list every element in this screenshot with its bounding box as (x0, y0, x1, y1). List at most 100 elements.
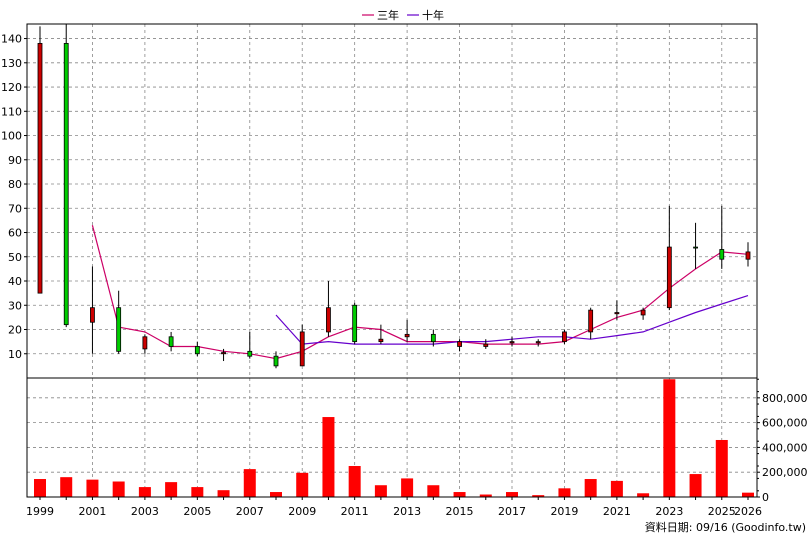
candle-body (404, 333, 410, 338)
volume-panel-frame (26, 377, 758, 498)
x-tick-label: 1999 (26, 505, 54, 518)
volume-bar (296, 472, 309, 497)
candle-body (483, 343, 489, 347)
candle-body (457, 341, 462, 347)
price-tick-label: 60 (8, 227, 22, 240)
candle-body (378, 338, 384, 343)
volume-bar (243, 469, 256, 497)
candle-body (666, 246, 672, 309)
x-tick-label: 2017 (498, 505, 526, 518)
candle-body (247, 350, 253, 357)
moving-average-lines (91, 225, 749, 360)
candle-body (37, 42, 43, 294)
price-tick-label: 20 (8, 324, 22, 337)
price-grid (27, 24, 757, 378)
candle-body (614, 312, 620, 315)
x-tick-label: 2013 (393, 505, 421, 518)
x-tick-label: 2019 (550, 505, 578, 518)
volume-bar (138, 487, 151, 497)
volume-bar (506, 492, 518, 497)
volume-bar (715, 439, 728, 497)
volume-tick-label: 400,000 (762, 441, 808, 454)
volume-bar (532, 495, 545, 497)
legend-label-3yr: 三年 (377, 8, 399, 22)
x-tick-label: 2001 (78, 505, 106, 518)
candle-body (273, 355, 279, 367)
candle-body (90, 307, 95, 323)
candle-body (588, 309, 594, 333)
price-axis: 10 20 30 40 50 60 70 80 90 100 110 120 130 140 (1, 33, 27, 361)
volume-bar (112, 481, 125, 497)
volume-bar (322, 417, 335, 497)
candle-body (326, 307, 331, 333)
price-tick-label: 100 (1, 130, 22, 143)
candle-body (142, 336, 148, 350)
source-note: 資料日期: 09/16 (Goodinfo.tw) (645, 520, 806, 534)
volume-axis: 0 200,000 400,000 600,000 800,000 (757, 378, 808, 504)
candle-body (116, 307, 122, 352)
volume-bar (165, 482, 178, 497)
plot-frames (26, 23, 758, 498)
price-tick-label: 40 (8, 275, 22, 288)
volume-bar (584, 479, 597, 497)
price-tick-label: 110 (1, 105, 22, 118)
legend-label-10yr: 十年 (422, 8, 444, 22)
volume-bar (637, 493, 650, 497)
volume-bar (34, 479, 46, 497)
volume-bar (270, 492, 282, 497)
x-tick-label: 2011 (341, 505, 369, 518)
volume-bar (663, 379, 676, 497)
candles (37, 24, 751, 369)
price-tick-label: 140 (1, 33, 22, 46)
volume-bar (742, 492, 754, 497)
price-tick-label: 30 (8, 299, 22, 312)
volume-grid (27, 378, 757, 497)
price-tick-label: 80 (8, 178, 22, 191)
candle-body (562, 331, 567, 343)
volume-tick-label: 0 (762, 491, 769, 504)
volume-bar (374, 485, 387, 497)
candle-body (509, 341, 515, 344)
x-tick-label: 2025 (708, 505, 736, 518)
x-tick-label: 2005 (183, 505, 211, 518)
candle-body (640, 309, 646, 316)
candle-body (194, 346, 200, 355)
candle-body (719, 249, 725, 260)
volume-bar (191, 487, 204, 497)
volume-bar (427, 485, 440, 497)
price-tick-label: 70 (8, 202, 22, 215)
candle-body (63, 42, 69, 326)
x-tick-label: 2003 (131, 505, 159, 518)
candle-body (221, 352, 226, 355)
x-tick-label: 2009 (288, 505, 316, 518)
price-panel-frame (26, 23, 758, 379)
x-tick-label: 2021 (603, 505, 631, 518)
volume-bar (453, 492, 466, 497)
price-tick-label: 10 (8, 348, 22, 361)
volume-bar (401, 478, 414, 497)
volume-bar (558, 488, 571, 497)
x-tick-label: 2007 (236, 505, 264, 518)
x-axis: 1999 2001 2003 2005 2007 2009 2011 2013 2015 2017… (26, 497, 762, 518)
volume-bar (217, 490, 230, 497)
ma-line-三年 (91, 225, 749, 360)
price-tick-label: 50 (8, 251, 22, 264)
legend: 三年 十年 (362, 8, 444, 22)
price-tick-label: 90 (8, 154, 22, 167)
candle-body (299, 331, 305, 367)
price-tick-label: 120 (1, 81, 22, 94)
x-tick-label: 2023 (655, 505, 683, 518)
volume-bar (610, 480, 623, 497)
candle-body (745, 251, 751, 260)
candle-body (352, 304, 358, 343)
volume-bar (60, 477, 73, 497)
volume-bar (348, 466, 361, 497)
volume-bar (86, 479, 99, 497)
volume-tick-label: 200,000 (762, 466, 808, 479)
volume-bar (689, 474, 702, 497)
volume-tick-label: 800,000 (762, 392, 808, 405)
candle-body (430, 333, 436, 343)
candle-body (168, 336, 174, 347)
price-tick-label: 130 (1, 57, 22, 70)
